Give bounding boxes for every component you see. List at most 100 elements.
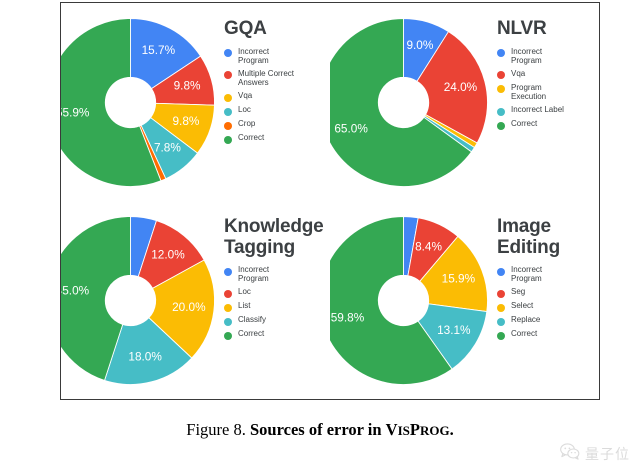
legend-item[interactable]: Correct: [224, 329, 326, 340]
legend-item[interactable]: Seg: [497, 287, 595, 298]
legend-color-swatch: [497, 107, 505, 116]
legend-item-label: Loc: [238, 287, 251, 297]
pie-slice-value-label: 45.0%: [61, 283, 90, 297]
legend-item[interactable]: Multiple Correct Answers: [224, 69, 326, 88]
chart-title-image-editing: Image Editing: [497, 216, 560, 258]
pie-slice[interactable]: [148, 258, 215, 359]
legend-item[interactable]: Incorrect Program: [497, 265, 595, 284]
legend-item[interactable]: Loc: [224, 287, 326, 298]
legend-color-swatch: [224, 267, 232, 276]
legend-color-swatch: [497, 331, 505, 340]
legend-list-nlvr: Incorrect Program Vqa Program Execution Inc…: [497, 47, 595, 130]
legend-item[interactable]: Incorrect Program: [224, 47, 326, 66]
legend-color-swatch: [224, 289, 232, 298]
pie-slice[interactable]: [417, 302, 488, 370]
legend-color-swatch: [224, 331, 232, 340]
legend-item-label: Correct: [238, 329, 265, 339]
pie-slice-value-label: 59.8%: [331, 310, 365, 324]
pie-slice-value-label: 65.0%: [334, 121, 368, 135]
legend-item[interactable]: Loc: [224, 105, 326, 116]
caption-visprog-is: IS: [397, 423, 410, 438]
legend-image-editing: Image Editing Incorrect Program Seg Select…: [491, 216, 599, 343]
legend-item-label: Crop: [238, 119, 256, 129]
legend-color-swatch: [224, 317, 232, 326]
legend-item[interactable]: Crop: [224, 119, 326, 130]
legend-item-label: Incorrect Program: [238, 46, 270, 65]
donut-chart-image-editing: 8.4% 15.9% 13.1% 59.8%: [330, 213, 491, 388]
legend-item-label: Replace: [511, 315, 541, 325]
legend-item[interactable]: Replace: [497, 315, 595, 326]
caption-visprog-p: P: [409, 420, 420, 439]
caption-prefix: Figure 8.: [186, 420, 246, 439]
legend-color-swatch: [224, 107, 232, 116]
legend-item-label: Correct: [511, 329, 538, 339]
legend-color-swatch: [497, 317, 505, 326]
legend-item[interactable]: Vqa: [497, 69, 595, 80]
legend-color-swatch: [497, 267, 505, 276]
legend-color-swatch: [224, 93, 232, 102]
caption-period: .: [449, 420, 454, 439]
donut-svg-image-editing: 8.4% 15.9% 13.1% 59.8%: [330, 215, 488, 385]
legend-item[interactable]: Vqa: [224, 91, 326, 102]
chart-panel-image-editing: 8.4% 15.9% 13.1% 59.8% Image Editing Incorr…: [330, 201, 599, 399]
legend-color-swatch: [497, 121, 505, 130]
legend-item-label: Incorrect Program: [511, 46, 543, 65]
donut-svg-nlvr: 9.0% 24.0% 65.0%: [330, 17, 488, 187]
pie-slice-value-label: 9.8%: [173, 114, 200, 128]
legend-item-label: Correct: [238, 133, 265, 143]
legend-item[interactable]: Incorrect Label: [497, 105, 595, 116]
pie-slice-value-label: 8.4%: [415, 239, 442, 253]
chart-panel-gqa: 15.7% 9.8% 9.8% 7.8% 55.9% GQA Incorrect Pro…: [61, 3, 330, 201]
pie-slice-value-label: 13.1%: [437, 323, 471, 337]
pie-slice[interactable]: [330, 17, 473, 187]
pie-slice-value-label: 9.0%: [406, 38, 433, 52]
chart-title-gqa: GQA: [224, 18, 267, 39]
legend-color-swatch: [497, 85, 505, 94]
legend-nlvr: NLVR Incorrect Program Vqa Program Executi…: [491, 18, 599, 133]
donut-svg-knowledge-tagging: 12.0% 20.0% 18.0% 45.0%: [61, 215, 215, 385]
legend-item[interactable]: Classify: [224, 315, 326, 326]
pie-slice[interactable]: [416, 30, 488, 144]
legend-item-label: Incorrect Program: [238, 265, 270, 284]
watermark: 量子位: [560, 443, 630, 465]
legend-list-image-editing: Incorrect Program Seg Select Replace Correct: [497, 265, 595, 340]
legend-item[interactable]: Incorrect Program: [224, 265, 326, 284]
pie-slice[interactable]: [130, 17, 202, 89]
caption-visprog-v: V: [385, 420, 398, 439]
legend-color-swatch: [497, 71, 505, 80]
legend-item-label: Incorrect Program: [511, 265, 543, 284]
legend-item[interactable]: Correct: [497, 329, 595, 340]
legend-item[interactable]: Correct: [224, 133, 326, 144]
legend-color-swatch: [224, 121, 232, 130]
caption-bold-text: Sources of error in: [250, 420, 382, 439]
donut-chart-gqa: 15.7% 9.8% 9.8% 7.8% 55.9%: [61, 15, 218, 190]
legend-color-swatch: [497, 303, 505, 312]
pie-slice[interactable]: [103, 316, 193, 385]
pie-slice-value-label: 15.7%: [142, 42, 176, 56]
pie-slice-value-label: 7.8%: [154, 140, 181, 154]
legend-item[interactable]: Program Execution: [497, 83, 595, 102]
legend-color-swatch: [224, 135, 232, 144]
legend-item-label: Vqa: [511, 68, 526, 78]
pie-slice-value-label: 20.0%: [172, 299, 206, 313]
wechat-icon: [560, 443, 580, 465]
pie-slice[interactable]: [330, 215, 453, 385]
legend-color-swatch: [224, 71, 232, 80]
legend-color-swatch: [497, 49, 505, 58]
pie-slice-value-label: 18.0%: [128, 349, 162, 363]
pie-slice[interactable]: [61, 215, 131, 381]
legend-item[interactable]: List: [224, 301, 326, 312]
pie-slice-value-label: 12.0%: [151, 247, 185, 261]
legend-item[interactable]: Correct: [497, 119, 595, 130]
legend-color-swatch: [224, 49, 232, 58]
chart-grid: 15.7% 9.8% 9.8% 7.8% 55.9% GQA Incorrect Pro…: [61, 3, 599, 399]
pie-slice[interactable]: [61, 17, 162, 187]
chart-title-nlvr: NLVR: [497, 18, 547, 39]
legend-item-label: Correct: [511, 119, 538, 129]
chart-title-knowledge-tagging: Knowledge Tagging: [224, 216, 324, 258]
legend-item[interactable]: Select: [497, 301, 595, 312]
legend-item[interactable]: Incorrect Program: [497, 47, 595, 66]
chart-panel-knowledge-tagging: 12.0% 20.0% 18.0% 45.0% Knowledge Tagging I…: [61, 201, 330, 399]
pie-slice-value-label: 24.0%: [444, 80, 478, 94]
caption-visprog-rog: ROG: [419, 423, 450, 438]
